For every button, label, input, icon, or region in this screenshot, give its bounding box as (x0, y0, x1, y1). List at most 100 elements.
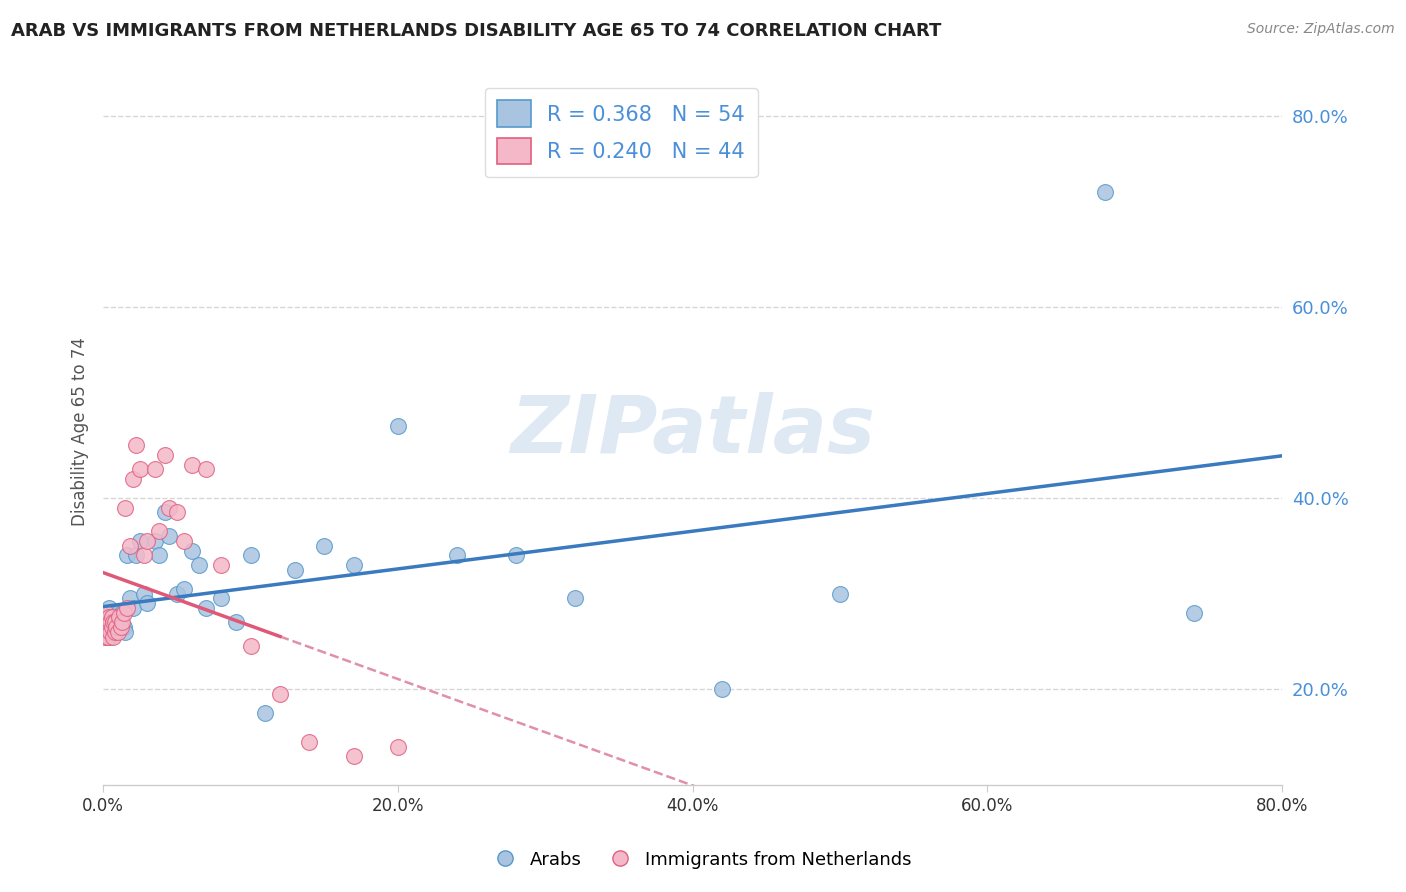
Point (108, 615, 131, 630)
Point (148, 549, 170, 563)
Point (124, 549, 146, 563)
Point (98, 624, 121, 639)
Legend: R = 0.368   N = 54, R = 0.240   N = 44: R = 0.368 N = 54, R = 0.240 N = 44 (485, 87, 758, 177)
Point (505, 549, 527, 563)
Point (111, 615, 134, 630)
Point (121, 601, 143, 615)
Point (94, 620, 117, 634)
Point (103, 615, 125, 630)
Point (284, 563, 307, 577)
Y-axis label: Disability Age 65 to 74: Disability Age 65 to 74 (72, 336, 89, 525)
Point (101, 620, 124, 634)
Point (111, 606, 134, 620)
Point (153, 505, 176, 519)
Point (711, 682, 734, 697)
Text: ARAB VS IMMIGRANTS FROM NETHERLANDS DISABILITY AGE 65 TO 74 CORRELATION CHART: ARAB VS IMMIGRANTS FROM NETHERLANDS DISA… (11, 22, 942, 40)
Point (124, 438, 146, 452)
Point (103, 606, 125, 620)
Point (180, 458, 202, 472)
Point (387, 739, 409, 754)
Point (159, 529, 181, 543)
Point (96, 615, 118, 630)
Point (103, 615, 125, 630)
Point (239, 549, 262, 563)
Point (94, 606, 117, 620)
Point (98, 601, 121, 615)
Point (269, 687, 291, 701)
Point (828, 586, 851, 600)
Point (98, 610, 121, 624)
Point (387, 419, 409, 434)
Point (100, 615, 122, 630)
Point (314, 539, 336, 553)
Point (173, 534, 195, 549)
Point (101, 620, 124, 634)
Point (143, 534, 166, 549)
Point (225, 615, 247, 630)
Text: ZIPatlas: ZIPatlas (510, 392, 875, 470)
Text: Source: ZipAtlas.com: Source: ZipAtlas.com (1247, 22, 1395, 37)
Point (93, 615, 115, 630)
Point (118, 539, 141, 553)
Point (93, 630, 115, 644)
Point (159, 500, 181, 515)
Point (105, 620, 128, 634)
Point (129, 534, 152, 549)
Point (121, 472, 143, 486)
Point (98, 620, 121, 634)
Point (93, 615, 115, 630)
Point (136, 596, 159, 610)
Point (96, 630, 118, 644)
Point (239, 639, 262, 653)
Point (118, 591, 141, 606)
Point (209, 591, 232, 606)
Point (96, 620, 118, 634)
Point (100, 624, 122, 639)
Point (148, 524, 170, 539)
Point (107, 624, 129, 639)
Point (195, 601, 218, 615)
Point (195, 462, 218, 476)
Point (115, 549, 138, 563)
Point (134, 586, 156, 600)
Point (136, 534, 159, 549)
Point (129, 462, 152, 476)
Point (104, 624, 127, 639)
Point (114, 500, 136, 515)
Point (173, 582, 195, 596)
Point (105, 615, 128, 630)
Point (134, 549, 156, 563)
Point (254, 706, 277, 720)
Legend: Arabs, Immigrants from Netherlands: Arabs, Immigrants from Netherlands (486, 844, 920, 876)
Point (104, 615, 127, 630)
Point (180, 543, 202, 558)
Point (153, 448, 176, 462)
Point (94, 606, 117, 620)
Point (114, 624, 136, 639)
Point (166, 505, 188, 519)
Point (104, 624, 127, 639)
Point (103, 630, 125, 644)
Point (101, 610, 124, 624)
Point (209, 558, 232, 572)
Point (110, 610, 132, 624)
Point (96, 610, 118, 624)
Point (107, 620, 129, 634)
Point (112, 606, 135, 620)
Point (112, 620, 135, 634)
Point (110, 620, 132, 634)
Point (107, 606, 129, 620)
Point (1182, 606, 1205, 620)
Point (115, 601, 138, 615)
Point (166, 586, 188, 600)
Point (100, 615, 122, 630)
Point (108, 610, 131, 624)
Point (94, 630, 117, 644)
Point (343, 558, 366, 572)
Point (100, 630, 122, 644)
Point (298, 735, 321, 749)
Point (101, 610, 124, 624)
Point (187, 558, 209, 572)
Point (104, 610, 127, 624)
Point (564, 591, 586, 606)
